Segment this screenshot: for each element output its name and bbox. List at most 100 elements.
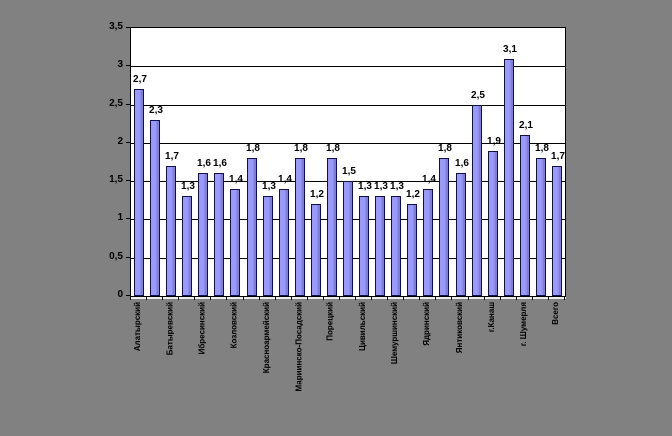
x-axis-tick <box>468 296 469 300</box>
y-axis-tick <box>126 180 130 181</box>
bar-value-label: 1,6 <box>455 158 469 169</box>
x-axis-tick <box>516 296 517 300</box>
x-axis-category-label: г.Канаш <box>487 302 496 333</box>
bar-value-label: 1,9 <box>487 136 501 147</box>
bar-value-label: 2,5 <box>471 90 485 101</box>
y-axis-tick-label: 0 <box>117 289 123 300</box>
bar <box>230 189 240 296</box>
bar <box>407 204 417 296</box>
bar <box>456 173 466 296</box>
x-axis-category-label: Красноармейский <box>262 302 271 374</box>
x-axis-tick <box>548 296 549 300</box>
x-axis-tick <box>275 296 276 300</box>
gridline <box>131 66 565 67</box>
bar <box>423 189 433 296</box>
bar <box>504 59 514 296</box>
bar <box>488 151 498 296</box>
x-axis-category-label: Всего <box>551 302 560 325</box>
bar-value-label: 1,3 <box>390 181 404 192</box>
y-axis-tick-label: 1,5 <box>109 174 123 185</box>
y-axis-tick-label: 2 <box>117 136 123 147</box>
bar-value-label: 1,8 <box>326 143 340 154</box>
y-axis-tick-label: 0,5 <box>109 251 123 262</box>
bar <box>166 166 176 296</box>
x-axis-category-label: Янтиковский <box>455 302 464 354</box>
bar <box>375 196 385 296</box>
x-axis-tick <box>387 296 388 300</box>
bar-value-label: 2,7 <box>133 74 147 85</box>
bar <box>295 158 305 296</box>
x-axis-tick <box>226 296 227 300</box>
bar-value-label: 1,3 <box>374 181 388 192</box>
bar-value-label: 1,6 <box>197 158 211 169</box>
y-axis-tick <box>126 218 130 219</box>
x-axis-tick <box>339 296 340 300</box>
bar <box>182 196 192 296</box>
gridline <box>131 105 565 106</box>
bar <box>391 196 401 296</box>
y-axis-tick <box>126 65 130 66</box>
y-axis-tick <box>126 27 130 28</box>
x-axis-category-label: Мариинско-Посадский <box>294 302 303 392</box>
x-axis-tick <box>532 296 533 300</box>
x-axis-tick <box>259 296 260 300</box>
bar-value-label: 1,8 <box>438 143 452 154</box>
bar <box>198 173 208 296</box>
x-axis-category-label: Козловский <box>229 302 238 349</box>
y-axis-tick <box>126 104 130 105</box>
bar <box>247 158 257 296</box>
bar <box>263 196 273 296</box>
bar-value-label: 1,4 <box>278 174 292 185</box>
x-axis-category-label: Цивильский <box>358 302 367 351</box>
bar <box>311 204 321 296</box>
bar <box>359 196 369 296</box>
x-axis-tick <box>403 296 404 300</box>
bar-value-label: 1,3 <box>358 181 372 192</box>
x-axis-category-label: г. Шумерля <box>519 302 528 347</box>
bar-value-label: 1,8 <box>294 143 308 154</box>
x-axis-tick <box>291 296 292 300</box>
x-axis-tick <box>323 296 324 300</box>
bar-value-label: 1,6 <box>213 158 227 169</box>
y-axis-tick <box>126 257 130 258</box>
bar-value-label: 1,3 <box>181 181 195 192</box>
x-axis-category-label: Порецкий <box>326 302 335 341</box>
x-axis-tick <box>484 296 485 300</box>
x-axis-category-label: Алатырский <box>133 302 142 352</box>
bar-value-label: 2,1 <box>519 120 533 131</box>
bar-value-label: 2,3 <box>149 105 163 116</box>
bar <box>279 189 289 296</box>
bar-value-label: 3,1 <box>503 44 517 55</box>
x-axis-tick <box>355 296 356 300</box>
bar <box>134 89 144 296</box>
y-axis-tick-label: 2,5 <box>109 98 123 109</box>
x-axis-tick <box>371 296 372 300</box>
x-axis-tick <box>178 296 179 300</box>
bar <box>520 135 530 296</box>
x-axis-tick <box>210 296 211 300</box>
x-axis-category-label: Ядринский <box>422 302 431 346</box>
bar-value-label: 1,2 <box>406 189 420 200</box>
x-axis-tick <box>419 296 420 300</box>
bar <box>472 105 482 296</box>
bar <box>150 120 160 296</box>
x-axis-tick <box>500 296 501 300</box>
x-axis-tick <box>243 296 244 300</box>
y-axis-tick-label: 3,5 <box>109 21 123 32</box>
x-axis-tick <box>307 296 308 300</box>
y-axis-tick <box>126 142 130 143</box>
bar-value-label: 1,5 <box>342 166 356 177</box>
gridline <box>131 143 565 144</box>
bar-value-label: 1,7 <box>551 151 565 162</box>
bar-value-label: 1,2 <box>310 189 324 200</box>
bar-value-label: 1,8 <box>246 143 260 154</box>
x-axis-category-label: Батыревский <box>165 302 174 356</box>
bar-value-label: 1,3 <box>262 181 276 192</box>
bar <box>343 181 353 296</box>
bar-value-label: 1,4 <box>422 174 436 185</box>
x-axis-category-label: Ибресинский <box>197 302 206 355</box>
bar-value-label: 1,4 <box>229 174 243 185</box>
x-axis-tick <box>564 296 565 300</box>
x-axis-tick <box>146 296 147 300</box>
